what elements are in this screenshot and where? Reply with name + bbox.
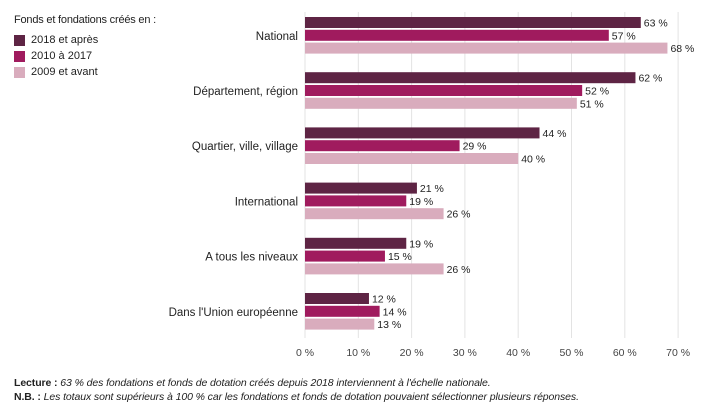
x-tick-label: 20 % xyxy=(400,347,424,359)
legend-item-2018: 2018 et après xyxy=(14,32,156,48)
chart-notes: Lecture : 63 % des fondations et fonds d… xyxy=(14,376,579,404)
legend-label: 2010 à 2017 xyxy=(31,50,93,62)
nb-note: N.B. : Les totaux sont supérieurs à 100 … xyxy=(14,390,579,404)
bar xyxy=(305,17,641,28)
legend-swatch xyxy=(14,50,25,62)
data-label: 13 % xyxy=(377,319,401,331)
category-label: National xyxy=(256,31,298,43)
data-label: 40 % xyxy=(521,154,545,166)
bar xyxy=(305,127,540,139)
category-label: International xyxy=(235,196,298,208)
lecture-text: 63 % des fondations et fonds de dotation… xyxy=(60,377,491,389)
data-label: 63 % xyxy=(644,18,668,30)
bar xyxy=(305,293,369,304)
x-tick-label: 40 % xyxy=(506,347,530,359)
x-tick-label: 70 % xyxy=(666,347,690,359)
data-label: 14 % xyxy=(383,306,407,318)
legend-swatch xyxy=(14,34,25,46)
bar xyxy=(305,29,609,41)
category-label: A tous les niveaux xyxy=(205,252,298,264)
nb-text: Les totaux sont supérieurs à 100 % car l… xyxy=(43,391,579,403)
legend-label: 2018 et après xyxy=(31,34,99,46)
bar xyxy=(305,250,385,262)
bar xyxy=(305,182,417,194)
data-label: 19 % xyxy=(409,196,433,208)
bar xyxy=(305,72,636,84)
data-label: 57 % xyxy=(612,30,636,42)
legend-label: 2009 et avant xyxy=(31,66,98,78)
data-label: 51 % xyxy=(580,98,604,110)
data-label: 26 % xyxy=(447,209,471,221)
data-label: 15 % xyxy=(388,251,412,263)
data-label: 62 % xyxy=(638,73,662,85)
bar xyxy=(305,153,519,164)
data-label: 68 % xyxy=(670,43,694,55)
category-label: Département, région xyxy=(193,86,298,98)
category-label: Dans l'Union européenne xyxy=(169,307,298,319)
legend-item-2010: 2010 à 2017 xyxy=(14,48,156,64)
data-label: 12 % xyxy=(372,294,396,306)
data-label: 44 % xyxy=(543,128,567,140)
bar xyxy=(305,85,583,96)
x-tick-label: 50 % xyxy=(560,347,584,359)
bar xyxy=(305,305,380,317)
legend-swatch xyxy=(14,66,25,78)
x-tick-label: 0 % xyxy=(296,347,314,359)
x-tick-label: 10 % xyxy=(346,347,370,359)
nb-label: N.B. : xyxy=(14,391,41,403)
data-label: 19 % xyxy=(409,238,433,250)
data-label: 21 % xyxy=(420,183,444,195)
data-label: 26 % xyxy=(447,264,471,276)
bar xyxy=(305,208,444,220)
legend-item-2009: 2009 et avant xyxy=(14,64,156,80)
bar xyxy=(305,42,668,54)
x-tick-label: 30 % xyxy=(453,347,477,359)
bar xyxy=(305,97,577,109)
lecture-note: Lecture : 63 % des fondations et fonds d… xyxy=(14,376,579,390)
bar xyxy=(305,318,375,330)
lecture-label: Lecture : xyxy=(14,377,58,389)
x-tick-label: 60 % xyxy=(613,347,637,359)
bar xyxy=(305,195,407,207)
bar xyxy=(305,263,444,275)
category-label: Quartier, ville, village xyxy=(192,141,298,153)
data-label: 52 % xyxy=(585,86,609,98)
legend: Fonds et fondations créés en : 2018 et a… xyxy=(14,14,156,80)
legend-title: Fonds et fondations créés en : xyxy=(14,14,156,26)
bar xyxy=(305,237,407,249)
data-label: 29 % xyxy=(463,141,487,153)
bar xyxy=(305,140,460,152)
